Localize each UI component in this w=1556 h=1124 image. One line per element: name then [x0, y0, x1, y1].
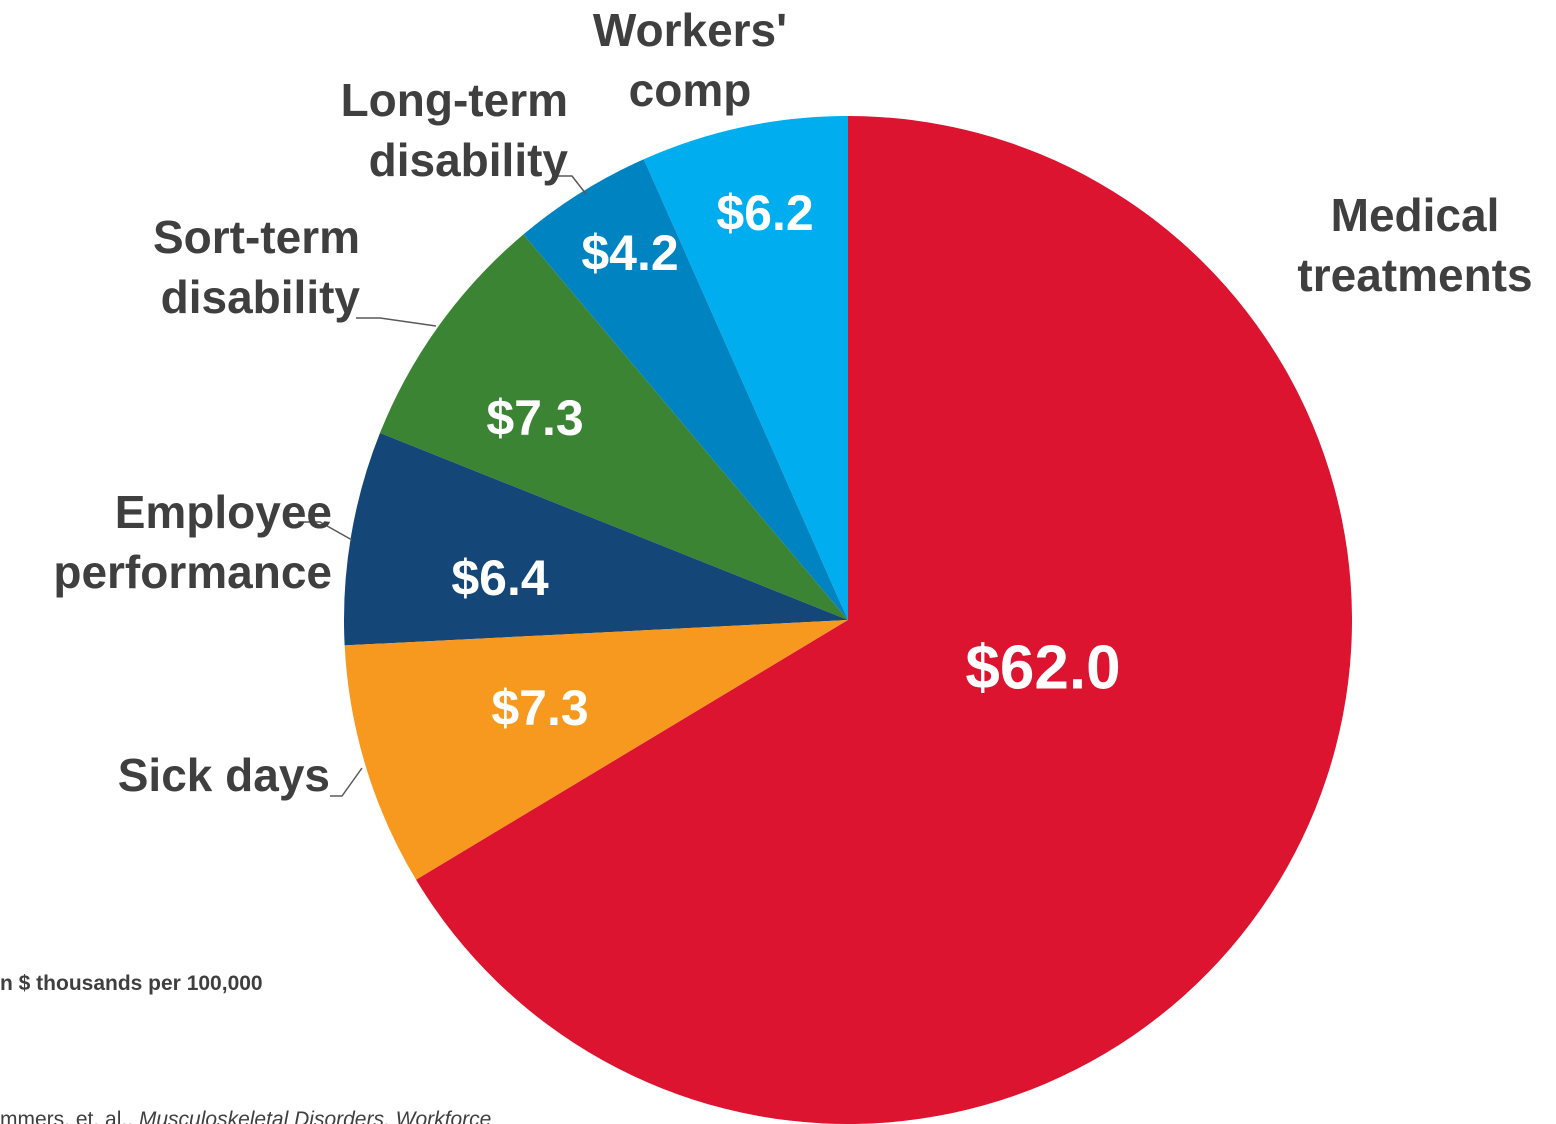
value-label: $62.0 [965, 633, 1120, 702]
category-label: Workers' comp [592, 4, 788, 116]
category-label: Long-term disability [340, 74, 568, 186]
pie-slice [379, 234, 848, 621]
value-label: $7.3 [491, 680, 588, 736]
category-label: Employee performance [53, 486, 332, 598]
value-label: $4.2 [581, 225, 678, 281]
leader-lines [300, 175, 587, 797]
pie-slice [344, 433, 848, 646]
category-label: Sick days [117, 749, 330, 801]
note: n $ thousands per 100,000 [0, 972, 263, 995]
pie-slice [643, 116, 848, 620]
pie-slice [416, 116, 1352, 1124]
category-label: Sort-term disability [152, 211, 360, 323]
leader-line [552, 175, 587, 195]
pie-slice [523, 159, 848, 620]
leader-line [330, 767, 363, 797]
source-author: mmers, et. al., [0, 1108, 134, 1124]
category-label: Medical treatments [1297, 189, 1533, 301]
value-label: $6.4 [451, 550, 549, 606]
leader-line [356, 317, 437, 327]
source: mmers, et. al., Musculoskeletal Disorder… [0, 1108, 491, 1124]
leader-line [300, 521, 353, 541]
value-label: $7.3 [486, 390, 583, 446]
value-label: $6.2 [716, 185, 813, 241]
pie-slice [344, 620, 848, 880]
source-title: Musculoskeletal Disorders, Workforce [138, 1108, 492, 1124]
